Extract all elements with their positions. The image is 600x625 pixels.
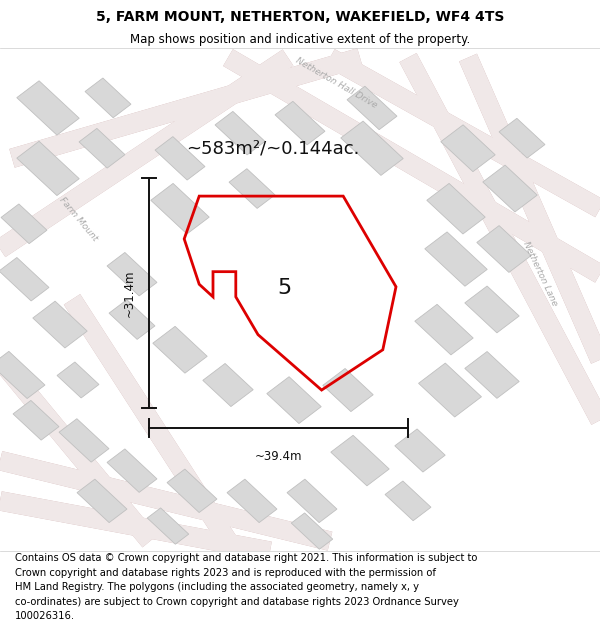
Polygon shape [395,429,445,472]
Text: Netherton Hall Drive: Netherton Hall Drive [293,56,379,110]
Text: 5: 5 [277,278,291,298]
Polygon shape [287,479,337,522]
Polygon shape [151,183,209,234]
Text: Map shows position and indicative extent of the property.: Map shows position and indicative extent… [130,33,470,46]
Polygon shape [155,137,205,180]
Polygon shape [227,479,277,522]
Polygon shape [275,101,325,145]
Text: 5, FARM MOUNT, NETHERTON, WAKEFIELD, WF4 4TS: 5, FARM MOUNT, NETHERTON, WAKEFIELD, WF4… [96,11,504,24]
Polygon shape [59,419,109,462]
Polygon shape [465,351,519,398]
Polygon shape [425,232,487,286]
Polygon shape [499,118,545,158]
Polygon shape [477,226,531,272]
Polygon shape [385,481,431,521]
Polygon shape [17,141,79,196]
Polygon shape [229,169,275,208]
Polygon shape [267,377,321,424]
Text: ~31.4m: ~31.4m [122,269,136,317]
Polygon shape [323,369,373,412]
Text: ~39.4m: ~39.4m [254,451,302,464]
Polygon shape [17,81,79,135]
Text: Farm Mount: Farm Mount [57,195,99,242]
Polygon shape [465,286,519,333]
Polygon shape [0,258,49,301]
Polygon shape [331,435,389,486]
Polygon shape [57,362,99,398]
Polygon shape [441,125,495,172]
Polygon shape [147,508,189,544]
Text: ~583m²/~0.144ac.: ~583m²/~0.144ac. [186,139,359,158]
Polygon shape [33,301,87,348]
Polygon shape [215,111,265,155]
Polygon shape [0,351,45,399]
Polygon shape [85,78,131,118]
Polygon shape [167,469,217,512]
Polygon shape [153,326,207,373]
Polygon shape [203,364,253,406]
Polygon shape [427,183,485,234]
Text: Netherton Lane: Netherton Lane [521,241,559,308]
Polygon shape [415,304,473,355]
Polygon shape [77,479,127,522]
Polygon shape [291,513,333,549]
Polygon shape [107,449,157,493]
Polygon shape [107,253,157,296]
Polygon shape [79,128,125,168]
Polygon shape [419,363,481,417]
Polygon shape [13,401,59,440]
Polygon shape [347,86,397,129]
Text: Contains OS data © Crown copyright and database right 2021. This information is : Contains OS data © Crown copyright and d… [15,554,478,621]
Polygon shape [109,299,155,339]
Polygon shape [1,204,47,244]
Polygon shape [483,165,537,212]
Polygon shape [341,121,403,176]
